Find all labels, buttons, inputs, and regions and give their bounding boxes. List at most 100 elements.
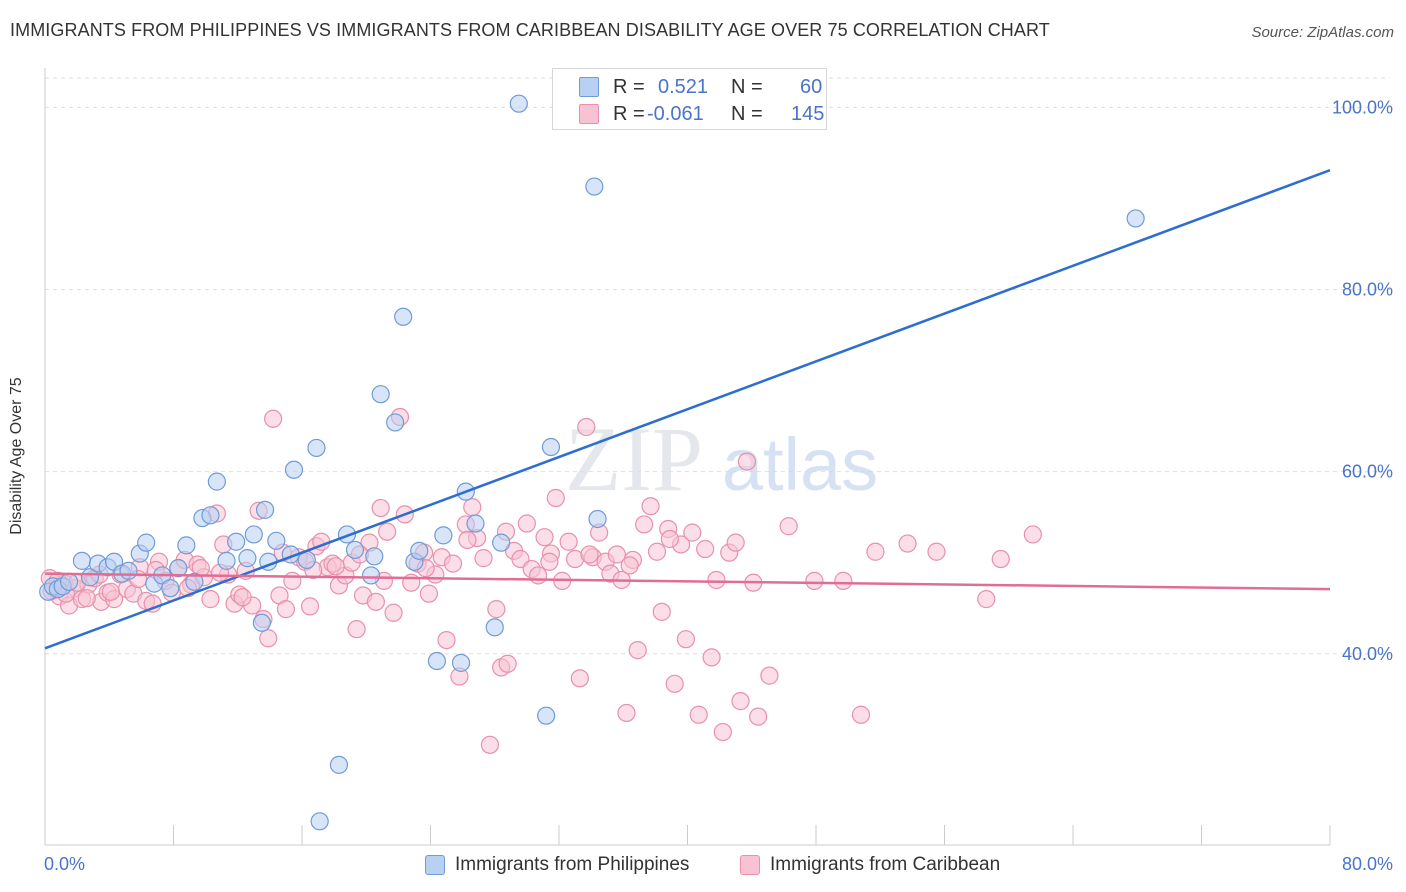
caribbean-point xyxy=(635,515,654,534)
philippines-point xyxy=(59,572,79,591)
y-tick-label: 100.0% xyxy=(1332,97,1393,117)
caribbean-swatch xyxy=(579,104,599,124)
philippines-point xyxy=(217,551,236,570)
caribbean-point xyxy=(259,629,278,648)
caribbean-r-value: -0.061 xyxy=(647,102,704,125)
correlation-legend: R = 0.521 N = 60 R = -0.061 N = 145 xyxy=(552,68,827,130)
philippines-point xyxy=(1126,209,1145,228)
caribbean-point xyxy=(366,592,385,611)
caribbean-point xyxy=(559,532,578,551)
caribbean-point xyxy=(77,589,96,608)
philippines-point xyxy=(588,509,607,529)
caribbean-point xyxy=(498,654,517,673)
tick-labels: 40.0% 60.0% 80.0% 100.0% 0.0% 80.0% xyxy=(44,97,1393,874)
caribbean-point xyxy=(660,529,679,549)
philippines-point xyxy=(537,706,556,725)
philippines-point xyxy=(310,812,329,831)
caribbean-point xyxy=(977,590,996,609)
x-tick-label: 0.0% xyxy=(44,854,85,874)
philippines-point xyxy=(137,533,156,552)
axis-layer xyxy=(44,68,1331,846)
y-tick-label: 60.0% xyxy=(1342,462,1393,482)
caribbean-point xyxy=(647,542,667,561)
caribbean-point xyxy=(419,584,438,603)
caribbean-point xyxy=(540,552,559,571)
caribbean-n-value: 145 xyxy=(791,102,825,125)
philippines-point xyxy=(252,613,271,632)
caribbean-point xyxy=(702,648,721,667)
philippines-point xyxy=(371,385,390,404)
philippines-point xyxy=(185,572,204,591)
caribbean-point xyxy=(696,539,715,559)
caribbean-point xyxy=(991,549,1010,569)
caribbean-point xyxy=(628,641,647,660)
caribbean-point xyxy=(276,600,296,619)
caribbean-point xyxy=(263,409,283,428)
philippines-point xyxy=(485,618,504,637)
caribbean-point xyxy=(517,514,536,533)
y-tick-label: 40.0% xyxy=(1342,644,1393,664)
philippines-point xyxy=(394,307,413,326)
caribbean-point xyxy=(805,571,824,590)
caribbean-point xyxy=(641,497,660,516)
caribbean-point xyxy=(378,522,397,541)
caribbean-point xyxy=(384,603,403,622)
philippines-point xyxy=(244,525,263,544)
caribbean-point xyxy=(713,722,732,742)
philippines-point xyxy=(427,651,447,671)
caribbean-point xyxy=(570,669,589,688)
watermark: ZIP atlas xyxy=(565,408,878,510)
caribbean-point xyxy=(529,566,548,585)
caribbean-point xyxy=(437,630,456,650)
caribbean-point xyxy=(749,707,768,726)
caribbean-point xyxy=(866,542,885,561)
bottom-legend-caribbean[interactable]: Immigrants from Caribbean xyxy=(740,852,1000,878)
caribbean-point xyxy=(233,588,252,607)
caribbean-point xyxy=(371,498,390,518)
caribbean-point xyxy=(487,600,506,619)
trend-lines xyxy=(44,168,1331,650)
philippines-n-value: 60 xyxy=(800,75,823,98)
philippines-point xyxy=(255,500,275,519)
caribbean-point xyxy=(1023,525,1042,544)
philippines-legend-label: Immigrants from Philippines xyxy=(455,854,690,875)
caribbean-point xyxy=(898,534,917,553)
caribbean-point xyxy=(851,705,871,724)
caribbean-point xyxy=(300,597,320,616)
philippines-point xyxy=(329,755,349,774)
caribbean-point xyxy=(683,523,702,542)
caribbean-point xyxy=(834,571,853,590)
philippines-point xyxy=(434,526,453,545)
legend-n-label: N = xyxy=(731,102,763,125)
philippines-point xyxy=(284,460,304,479)
caribbean-point xyxy=(443,554,463,573)
philippines-legend-swatch xyxy=(425,855,445,875)
caribbean-point xyxy=(689,705,708,724)
bottom-legend-philippines[interactable]: Immigrants from Philippines xyxy=(425,852,689,878)
caribbean-point xyxy=(480,735,500,754)
philippines-point xyxy=(177,536,196,555)
caribbean-trend-line xyxy=(44,572,1331,591)
y-tick-label: 80.0% xyxy=(1342,279,1393,299)
x-tick-label: 80.0% xyxy=(1342,854,1393,874)
caribbean-point xyxy=(726,533,745,552)
y-axis-label: Disability Age Over 75 xyxy=(8,377,25,535)
philippines-point xyxy=(201,506,220,525)
philippines-point xyxy=(207,472,226,491)
caribbean-point xyxy=(707,570,726,590)
philippines-point xyxy=(410,541,429,560)
caribbean-point xyxy=(326,557,345,576)
source-label: Source: ZipAtlas.com xyxy=(1251,24,1394,41)
philippines-swatch xyxy=(579,77,599,97)
philippines-point xyxy=(509,94,528,113)
caribbean-point xyxy=(665,674,684,693)
philippines-point xyxy=(307,438,326,458)
caribbean-point xyxy=(458,530,477,550)
caribbean-legend-label: Immigrants from Caribbean xyxy=(770,854,1001,875)
caribbean-point xyxy=(347,620,366,639)
philippines-trend-line xyxy=(44,168,1331,650)
caribbean-point xyxy=(201,590,220,609)
philippines-point xyxy=(345,540,365,560)
caribbean-point xyxy=(676,630,695,649)
